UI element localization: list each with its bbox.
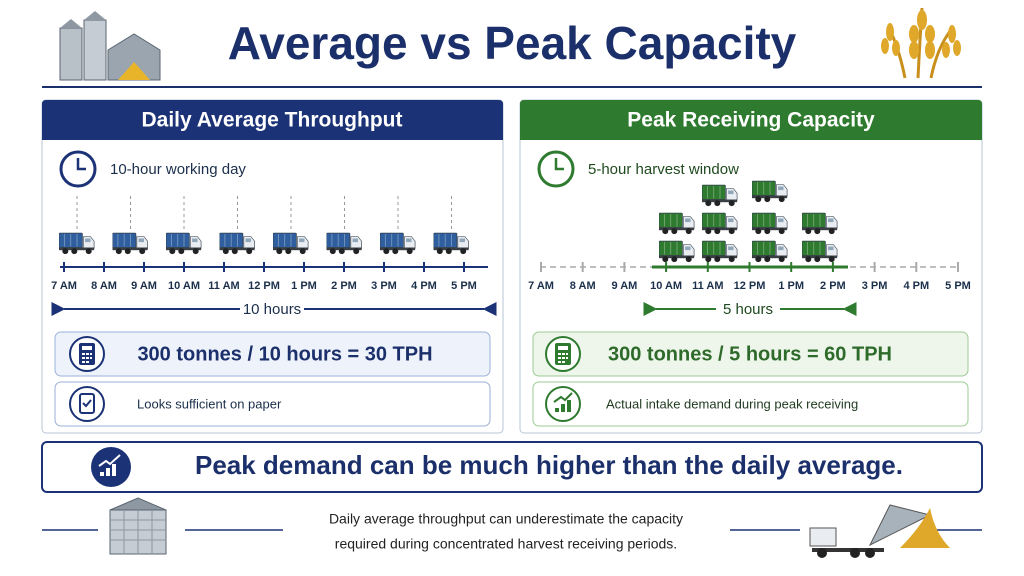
footer-line: Daily average throughput can underestima…	[329, 511, 683, 527]
time-label: 3 PM	[862, 280, 888, 292]
time-label: 1 PM	[778, 280, 804, 292]
time-label: 11 AM	[208, 280, 239, 292]
time-label: 10 AM	[168, 280, 200, 292]
formula: 300 tonnes / 10 hours = 30 TPH	[137, 343, 432, 365]
span-label-bg	[716, 299, 780, 319]
note: Actual intake demand during peak receivi…	[606, 396, 858, 411]
formula-box	[532, 331, 969, 377]
clock-icon	[537, 150, 575, 188]
page-title: Average vs Peak Capacity	[228, 17, 797, 69]
clock-icon	[59, 150, 97, 188]
formula: 300 tonnes / 5 hours = 60 TPH	[608, 343, 892, 365]
time-label: 1 PM	[291, 280, 317, 292]
banner-text: Peak demand can be much higher than the …	[195, 450, 903, 480]
note: Looks sufficient on paper	[137, 396, 282, 411]
panel-subtitle: 10-hour working day	[110, 161, 246, 178]
formula-box	[54, 331, 491, 377]
time-label: 2 PM	[820, 280, 846, 292]
time-label: 4 PM	[411, 280, 437, 292]
time-label: 2 PM	[331, 280, 357, 292]
time-label: 8 AM	[91, 280, 117, 292]
panel-header-band	[42, 100, 503, 140]
panel-subtitle: 5-hour harvest window	[588, 161, 739, 178]
average-panel: Daily Average Throughput 10-hour working…	[41, 99, 504, 434]
silo-icon	[59, 11, 161, 81]
time-label: 8 AM	[570, 280, 596, 292]
panel-header-band	[520, 100, 982, 140]
span-label: 10 hours	[243, 301, 301, 318]
note-box	[532, 381, 969, 427]
time-label: 4 PM	[903, 280, 929, 292]
panel-header: Daily Average Throughput	[142, 109, 403, 132]
panel-header: Peak Receiving Capacity	[627, 109, 875, 132]
footer-line: required during concentrated harvest rec…	[335, 536, 677, 552]
time-label: 12 PM	[248, 280, 280, 292]
peak-panel: Peak Receiving Capacity 5-hour harvest w…	[519, 99, 983, 434]
time-label: 11 AM	[692, 280, 723, 292]
dump-truck-icon	[809, 504, 950, 558]
time-label: 9 AM	[611, 280, 637, 292]
time-label: 3 PM	[371, 280, 397, 292]
clipboard-icon	[69, 386, 105, 422]
span-label: 5 hours	[723, 301, 773, 318]
silo-footer-icon	[109, 497, 167, 555]
note-box	[54, 381, 491, 427]
time-label: 12 PM	[734, 280, 766, 292]
calculator-icon	[69, 336, 105, 372]
time-label: 10 AM	[650, 280, 682, 292]
calculator-icon	[545, 336, 581, 372]
span-label-bg	[240, 299, 304, 319]
time-label: 5 PM	[945, 280, 971, 292]
time-label: 7 AM	[528, 280, 554, 292]
growth-icon	[545, 386, 581, 422]
wheat-icon	[881, 7, 961, 79]
trend-icon	[91, 447, 131, 487]
time-label: 9 AM	[131, 280, 157, 292]
banner-box	[41, 441, 983, 493]
time-label: 5 PM	[451, 280, 477, 292]
timeline-marks: 7 AM 8 AM 9 AM 10 AM 11 AM 12 PM 1 PM 2 PM 3 PM 4…	[51, 180, 971, 292]
time-label: 7 AM	[51, 280, 77, 292]
